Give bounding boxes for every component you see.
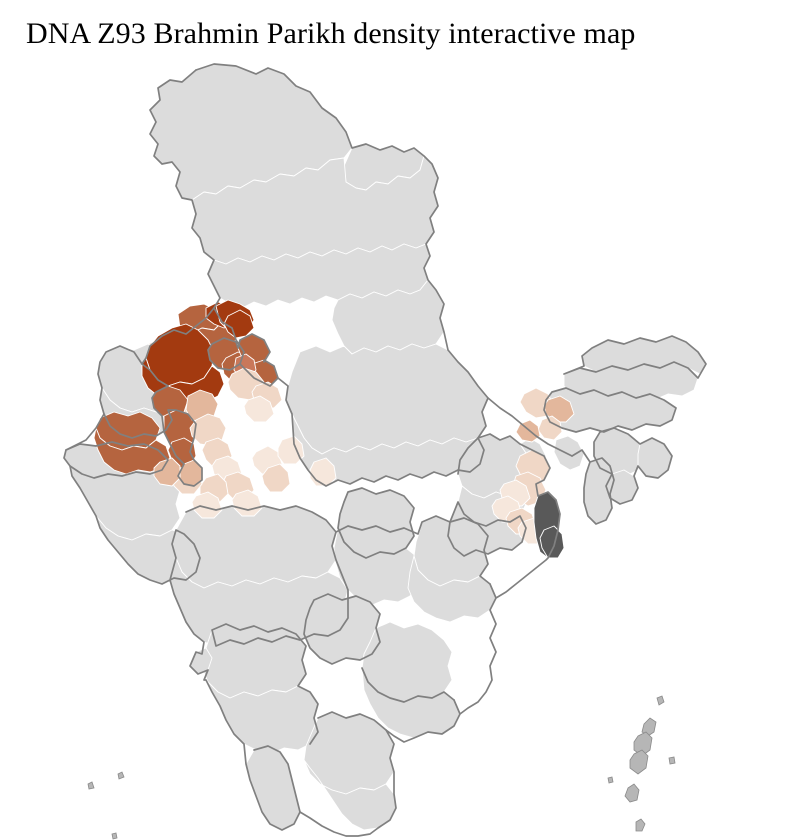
map-layer-data-districts [93, 299, 575, 559]
state-border [277, 377, 485, 487]
state-border [185, 505, 349, 745]
map-layer-base-districts [63, 63, 707, 831]
state-border [593, 427, 673, 505]
district-medium-low[interactable] [153, 457, 181, 487]
district-dark-dense[interactable] [539, 525, 565, 559]
district-medium-low[interactable] [515, 419, 541, 443]
state-border [253, 745, 301, 813]
district-no-data[interactable] [171, 505, 337, 589]
district-no-data[interactable] [201, 623, 307, 699]
district-no-data[interactable] [245, 745, 301, 831]
india-map-svg[interactable] [0, 52, 810, 840]
island-lakshadweep-north[interactable] [117, 771, 125, 780]
district-very-low[interactable] [231, 489, 263, 517]
state-border [543, 387, 677, 433]
state-border [337, 487, 415, 559]
state-border [195, 63, 573, 457]
island-little-andaman[interactable] [624, 783, 640, 803]
state-border [317, 711, 387, 731]
state-border [457, 437, 479, 475]
state-border [207, 307, 279, 387]
state-border [65, 441, 169, 479]
state-border [103, 363, 203, 487]
state-border [335, 515, 491, 585]
page-title: DNA Z93 Brahmin Parikh density interacti… [26, 17, 636, 50]
district-very-low[interactable] [243, 395, 275, 423]
island-lakshadweep-south[interactable] [111, 832, 118, 840]
state-border [63, 69, 561, 837]
island-small-east[interactable] [607, 776, 614, 784]
state-border [563, 335, 707, 379]
map-layer-state-borders [63, 63, 707, 837]
state-border [447, 501, 527, 557]
island-coco[interactable] [656, 695, 665, 706]
island-andaman-south[interactable] [629, 749, 649, 775]
island-barren[interactable] [668, 756, 676, 765]
district-very-high[interactable] [223, 309, 255, 339]
state-border [571, 449, 615, 525]
island-andaman-middle[interactable] [633, 731, 653, 757]
district-very-low[interactable] [277, 435, 305, 465]
india-choropleth-map[interactable] [0, 52, 810, 840]
district-low[interactable] [261, 463, 291, 493]
map-layer-islands [87, 695, 676, 840]
district-no-data[interactable] [553, 435, 585, 471]
state-border [361, 667, 455, 703]
island-andaman-north[interactable] [641, 717, 657, 737]
island-lakshadweep-mid[interactable] [87, 781, 95, 790]
district-very-low[interactable] [191, 491, 223, 519]
island-nicobar-north[interactable] [635, 818, 646, 832]
state-border [303, 593, 381, 665]
